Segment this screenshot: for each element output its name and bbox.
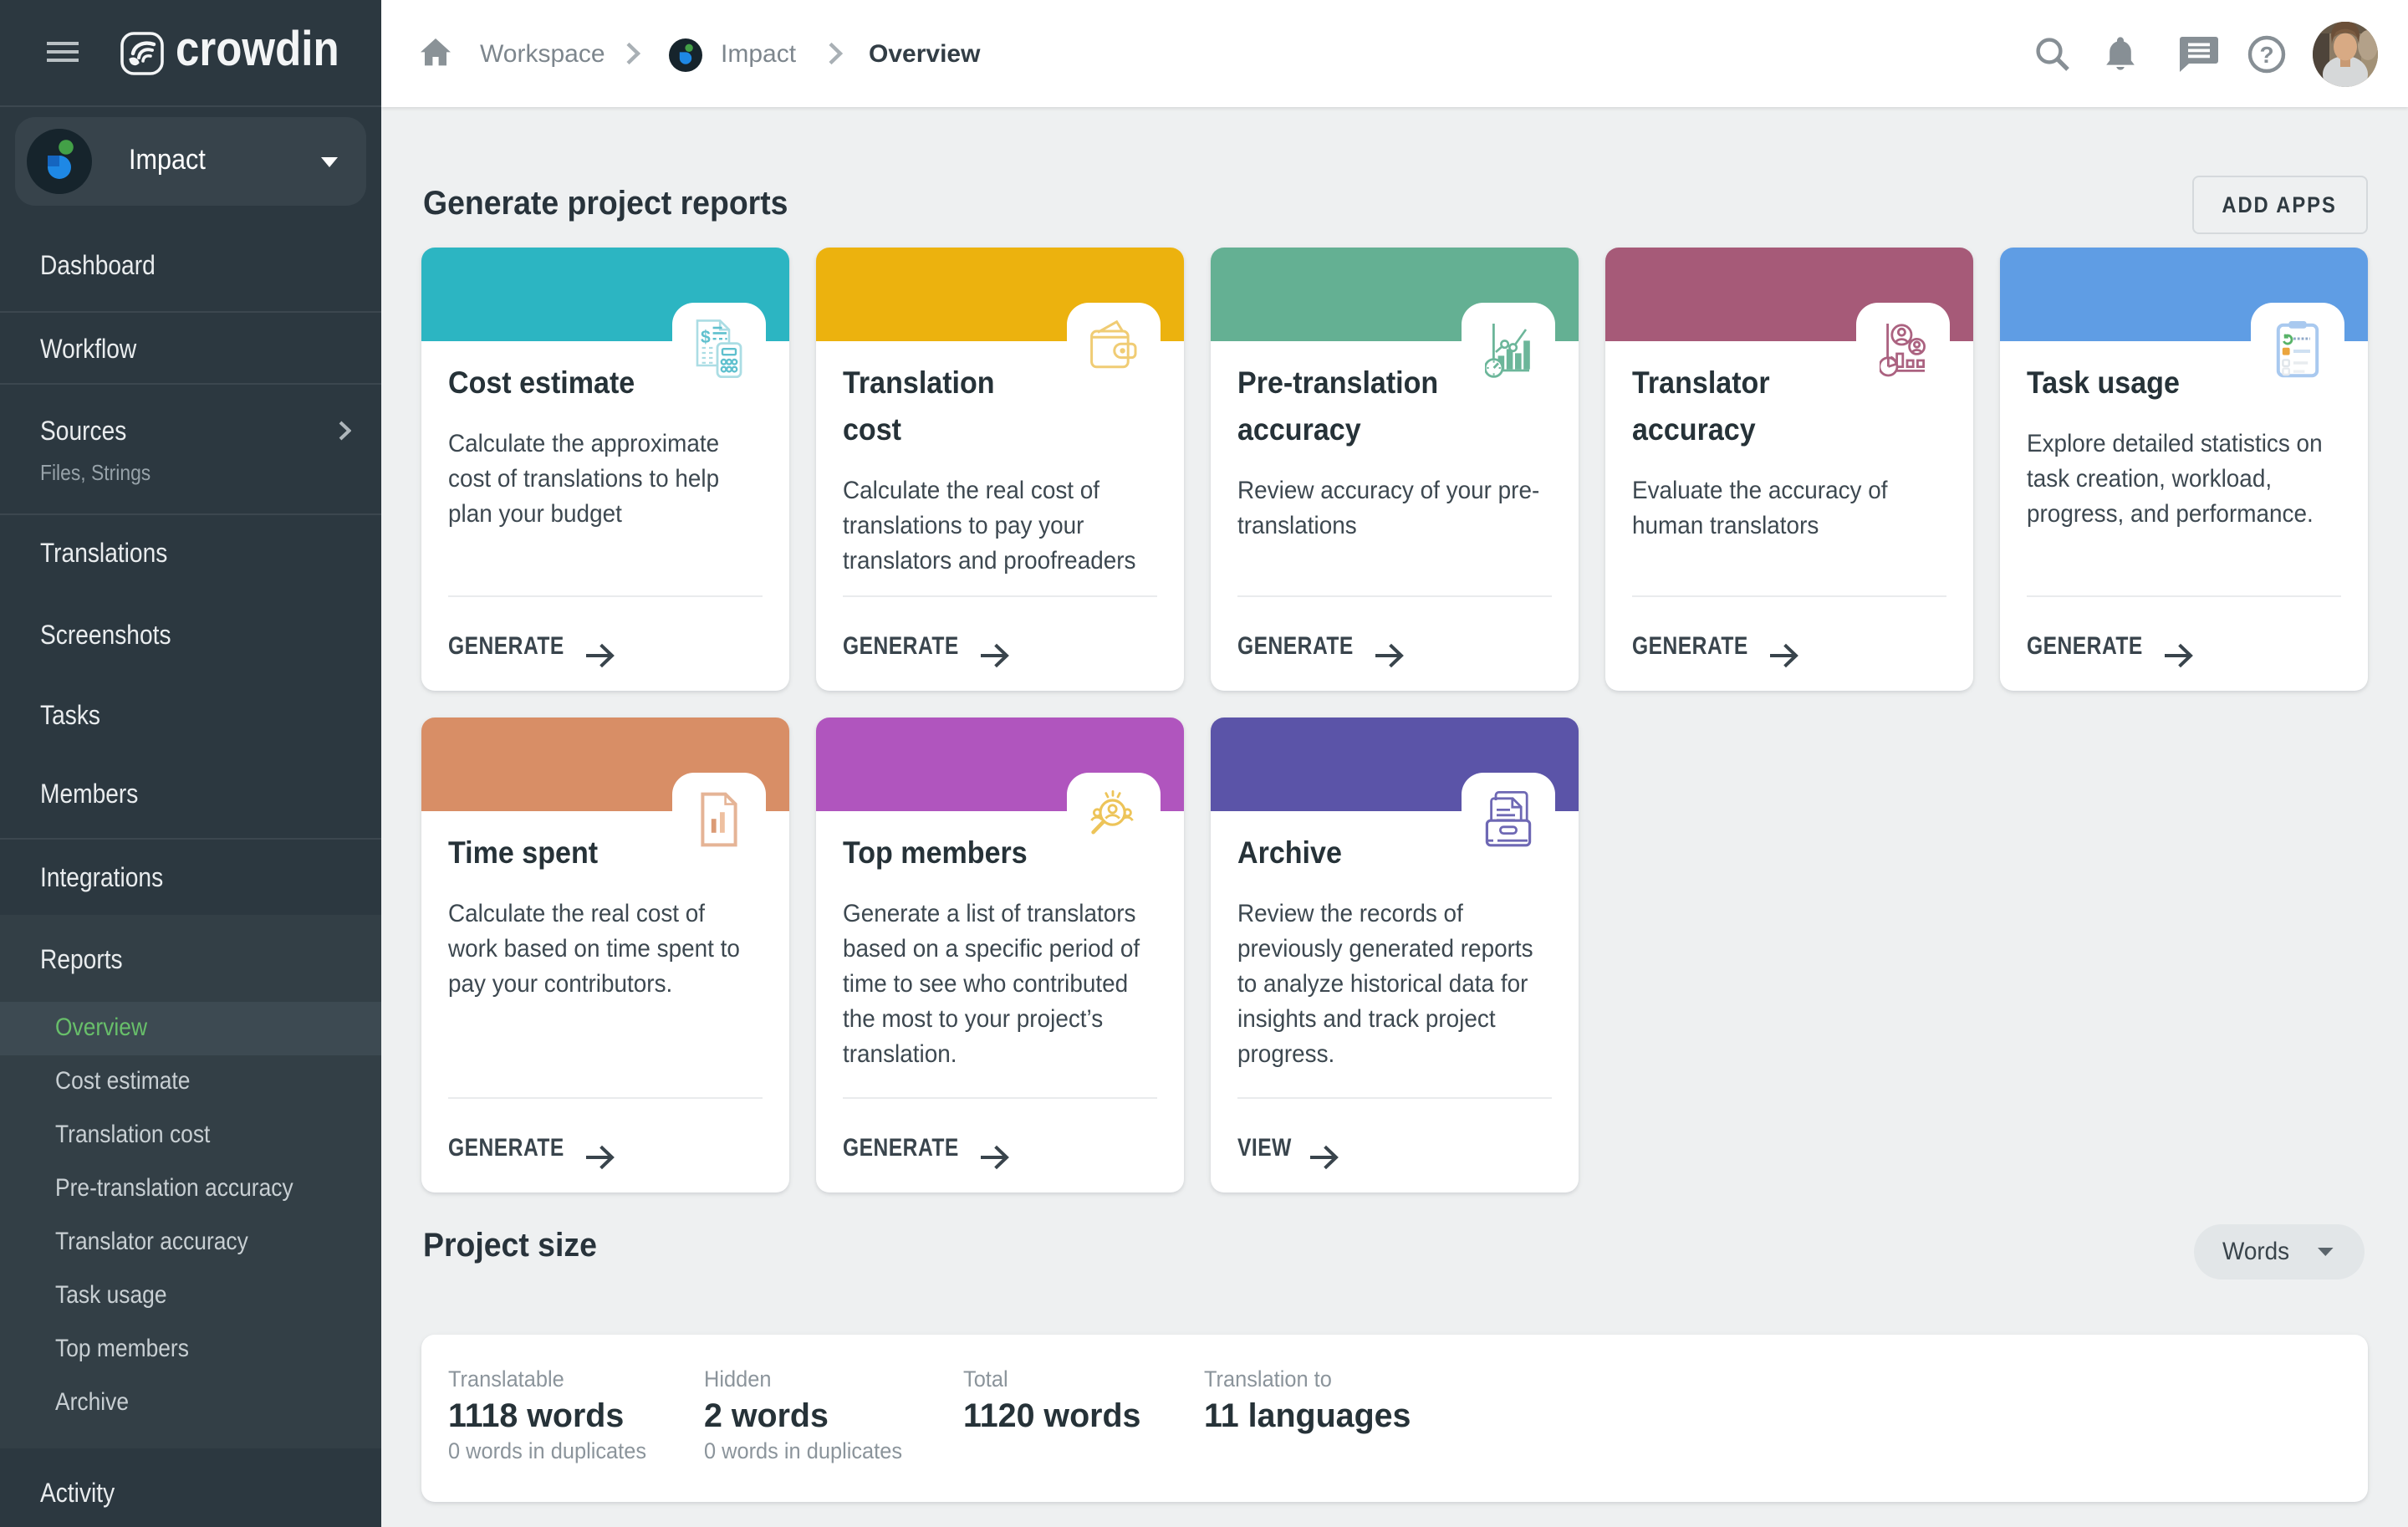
svg-text:$: $ [701, 328, 711, 347]
svg-text:?: ? [2259, 42, 2273, 68]
